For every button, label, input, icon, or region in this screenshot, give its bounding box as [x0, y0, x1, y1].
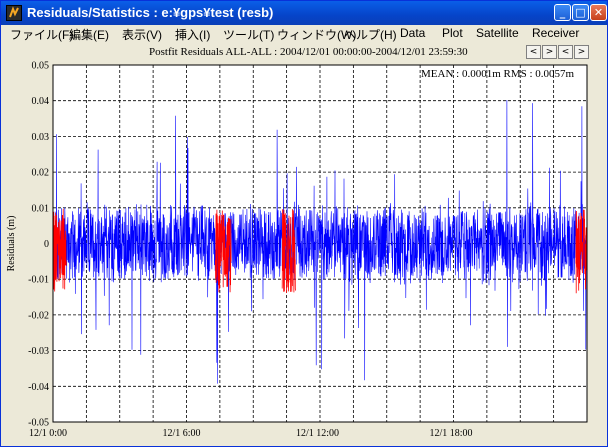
menu-bar: ファイル(F) 編集(E) 表示(V) 挿入(I) ツール(T) ウィンドウ(W…	[1, 25, 607, 43]
menu-data[interactable]: Data	[400, 26, 426, 40]
y-tick-label: 0.03	[32, 132, 50, 143]
chart-title: Postfit Residuals ALL-ALL : 2004/12/01 0…	[149, 46, 468, 58]
menu-plot[interactable]: Plot	[442, 26, 463, 40]
series-red-segment	[281, 209, 296, 294]
window-title: Residuals/Statistics : e:¥gps¥test (resb…	[27, 5, 274, 20]
menu-tools[interactable]: ツール(T)	[223, 28, 275, 42]
menu-window[interactable]: ウィンドウ(W)	[277, 28, 357, 42]
y-tick-label: 0	[44, 239, 49, 250]
close-button[interactable]: ✕	[590, 4, 607, 21]
y-tick-label: -0.04	[28, 382, 49, 393]
menu-satellite[interactable]: Satellite	[476, 26, 519, 40]
minimize-button[interactable]: _	[554, 4, 571, 21]
x-tick-label: 12/1 12:00	[296, 428, 339, 439]
plot-frame	[52, 64, 588, 423]
nav-prev-page-button[interactable]: <	[558, 45, 573, 59]
x-tick-label: 12/1 6:00	[163, 428, 201, 439]
menu-help[interactable]: ヘルプ(H)	[344, 28, 397, 42]
menu-view[interactable]: 表示(V)	[122, 28, 162, 42]
stats-readout: MEAN : 0.0001m RMS : 0.0057m	[421, 68, 575, 80]
series-red-segment	[52, 208, 67, 292]
menu-insert[interactable]: 挿入(I)	[175, 28, 211, 42]
nav-next-button[interactable]: >	[542, 45, 557, 59]
y-tick-label: -0.02	[28, 310, 49, 321]
x-tick-label: 12/1 0:00	[29, 428, 67, 439]
y-tick-label: 0.05	[32, 61, 50, 72]
menu-file[interactable]: ファイル(F)	[10, 28, 74, 42]
menu-receiver[interactable]: Receiver	[532, 26, 580, 40]
y-tick-label: 0.04	[32, 96, 50, 107]
menu-edit[interactable]: 編集(E)	[69, 28, 109, 42]
title-bar[interactable]: Residuals/Statistics : e:¥gps¥test (resb…	[1, 1, 607, 25]
y-axis-label: Residuals (m)	[6, 216, 17, 272]
nav-next-page-button[interactable]: >	[574, 45, 589, 59]
y-tick-label: 0.02	[32, 168, 50, 179]
series-blue-line	[52, 100, 588, 384]
y-tick-label: -0.01	[28, 275, 49, 286]
y-tick-label: -0.03	[28, 346, 49, 357]
y-tick-label: -0.05	[28, 418, 49, 429]
series-red-segment	[215, 209, 232, 293]
y-tick-label: 0.01	[32, 203, 50, 214]
series-red-segment	[575, 209, 588, 294]
app-logo-icon[interactable]	[6, 5, 22, 21]
x-tick-label: 12/1 18:00	[430, 428, 473, 439]
maximize-button[interactable]: □	[572, 4, 589, 21]
nav-prev-button[interactable]: <	[526, 45, 541, 59]
